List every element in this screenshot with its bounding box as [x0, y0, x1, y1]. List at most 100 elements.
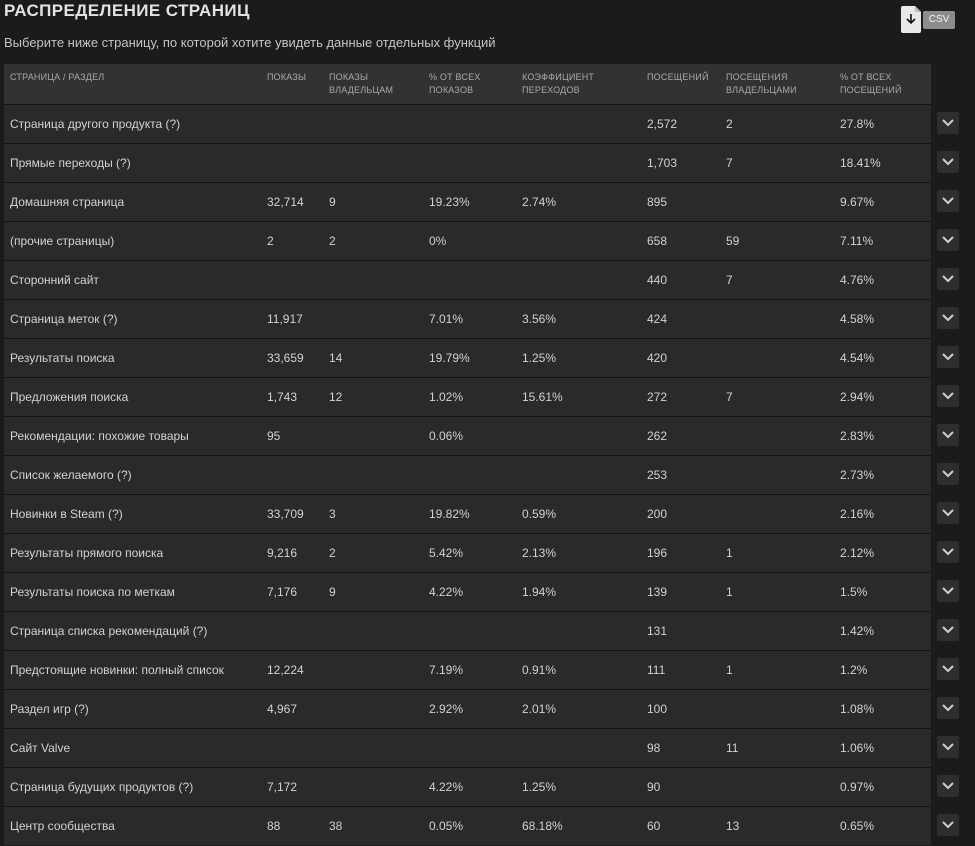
table-row[interactable]: Сайт Valve 98 11 1.06%: [4, 728, 959, 767]
chevron-down-icon[interactable]: [937, 112, 959, 134]
chevron-down-icon[interactable]: [937, 463, 959, 485]
cell-impressions: 95: [267, 429, 281, 443]
column-header-owner-impressions[interactable]: ПОКАЗЫ ВЛАДЕЛЬЦАМ: [329, 72, 394, 95]
cell-visits-percent: 1.5%: [840, 585, 868, 599]
cell-impressions-percent: 7.19%: [429, 663, 464, 677]
cell-click-rate: 2.13%: [522, 546, 557, 560]
table-row[interactable]: Страница другого продукта (?) 2,572 2 27.8%: [4, 104, 959, 143]
column-header-visits-percent[interactable]: % ОТ ВСЕХ ПОСЕЩЕНИЙ: [840, 72, 902, 95]
table-row[interactable]: Результаты поиска по меткам 7,176 9 4.22% 1.…: [4, 572, 959, 611]
table-row[interactable]: Центр сообщества 88 38 0.05% 68.18% 60 13 0.65%: [4, 806, 959, 845]
cell-visits-percent: 4.58%: [840, 312, 875, 326]
cell-click-rate: 68.18%: [522, 819, 563, 833]
cell-click-rate: 1.25%: [522, 351, 557, 365]
cell-owner-impressions: 9: [329, 195, 336, 209]
cell-click-rate: 2.01%: [522, 702, 557, 716]
chevron-down-icon[interactable]: [937, 502, 959, 524]
chevron-down-icon[interactable]: [937, 229, 959, 251]
chevron-down-icon[interactable]: [937, 541, 959, 563]
column-header-click-rate[interactable]: КОЭФФИЦИЕНТ ПЕРЕХОДОВ: [522, 72, 595, 95]
cell-visits: 111: [647, 663, 666, 677]
cell-owner-visits: 7: [726, 390, 733, 404]
cell-visits: 100: [647, 702, 668, 716]
chevron-down-icon[interactable]: [937, 814, 959, 836]
cell-page-name: Страница другого продукта (?): [10, 117, 181, 131]
cell-impressions-percent: 4.22%: [429, 780, 464, 794]
chevron-down-icon[interactable]: [937, 307, 959, 329]
chevron-down-icon[interactable]: [937, 346, 959, 368]
table-row[interactable]: Результаты поиска 33,659 14 19.79% 1.25% 420 4…: [4, 338, 959, 377]
chevron-down-icon[interactable]: [937, 190, 959, 212]
column-header-impressions-percent[interactable]: % ОТ ВСЕХ ПОКАЗОВ: [429, 72, 481, 95]
download-file-icon: [901, 6, 921, 33]
cell-visits: 2,572: [647, 117, 678, 131]
column-header-impressions[interactable]: ПОКАЗЫ: [267, 72, 307, 82]
cell-page-name: Сайт Valve: [10, 741, 71, 755]
column-header-visits[interactable]: ПОСЕЩЕНИЙ: [647, 72, 709, 82]
chevron-down-icon[interactable]: [937, 580, 959, 602]
table-row[interactable]: Рекомендации: похожие товары 95 0.06% 262 2.…: [4, 416, 959, 455]
chevron-down-icon[interactable]: [937, 775, 959, 797]
cell-impressions: 33,659: [267, 351, 304, 365]
table-row[interactable]: Страница меток (?) 11,917 7.01% 3.56% 424 4.5…: [4, 299, 959, 338]
cell-click-rate: 0.59%: [522, 507, 557, 521]
chevron-down-icon[interactable]: [937, 736, 959, 758]
cell-visits: 200: [647, 507, 668, 521]
cell-owner-impressions: 2: [329, 546, 336, 560]
cell-owner-visits: 59: [726, 234, 740, 248]
table-row[interactable]: (прочие страницы) 2 2 0% 658 59 7.11%: [4, 221, 959, 260]
cell-click-rate: 0.91%: [522, 663, 557, 677]
table-row[interactable]: Сторонний сайт 440 7 4.76%: [4, 260, 959, 299]
cell-click-rate: 3.56%: [522, 312, 557, 326]
cell-page-name: Новинки в Steam (?): [10, 507, 123, 521]
chevron-down-icon[interactable]: [937, 619, 959, 641]
cell-page-name: Предстоящие новинки: полный список: [10, 663, 224, 677]
cell-visits: 272: [647, 390, 668, 404]
csv-download-button[interactable]: CSV: [901, 6, 955, 34]
chevron-down-icon[interactable]: [937, 424, 959, 446]
table-row[interactable]: Прямые переходы (?) 1,703 7 18.41%: [4, 143, 959, 182]
cell-visits: 98: [647, 741, 661, 755]
table-row[interactable]: Страница будущих продуктов (?) 7,172 4.22%…: [4, 767, 959, 806]
table-row[interactable]: Результаты прямого поиска 9,216 2 5.42% 2.13…: [4, 533, 959, 572]
page-subtitle: Выберите ниже страницу, по которой хотит…: [4, 35, 496, 50]
cell-impressions: 88: [267, 819, 281, 833]
cell-owner-visits: 13: [726, 819, 740, 833]
table-row[interactable]: Раздел игр (?) 4,967 2.92% 2.01% 100 1.08%: [4, 689, 959, 728]
table-row[interactable]: Новинки в Steam (?) 33,709 3 19.82% 0.59% 200…: [4, 494, 959, 533]
cell-visits: 658: [647, 234, 668, 248]
chevron-down-icon[interactable]: [937, 385, 959, 407]
chevron-down-icon[interactable]: [937, 697, 959, 719]
table-row[interactable]: Предстоящие новинки: полный список 12,224…: [4, 650, 959, 689]
cell-visits: 139: [647, 585, 668, 599]
cell-impressions-percent: 7.01%: [429, 312, 464, 326]
chevron-down-icon[interactable]: [937, 268, 959, 290]
cell-impressions: 32,714: [267, 195, 304, 209]
table-row[interactable]: Список желаемого (?) 253 2.73%: [4, 455, 959, 494]
chevron-down-icon[interactable]: [937, 658, 959, 680]
cell-owner-impressions: 2: [329, 234, 336, 248]
cell-impressions: 11,917: [267, 312, 303, 326]
csv-label: CSV: [923, 11, 955, 29]
cell-page-name: (прочие страницы): [10, 234, 115, 248]
cell-impressions-percent: 19.23%: [429, 195, 470, 209]
table-row[interactable]: Страница списка рекомендаций (?) 131 1.42%: [4, 611, 959, 650]
column-header-owner-visits[interactable]: ПОСЕЩЕНИЯ ВЛАДЕЛЬЦАМИ: [726, 72, 797, 95]
chevron-down-icon[interactable]: [937, 151, 959, 173]
cell-impressions: 9,216: [267, 546, 298, 560]
cell-impressions: 2: [267, 234, 274, 248]
cell-impressions-percent: 19.79%: [429, 351, 470, 365]
table-row[interactable]: Предложения поиска 1,743 12 1.02% 15.61% 272 7…: [4, 377, 959, 416]
cell-owner-visits: 7: [726, 156, 733, 170]
column-header-page[interactable]: СТРАНИЦА / РАЗДЕЛ: [10, 72, 105, 82]
cell-click-rate: 1.25%: [522, 780, 557, 794]
cell-visits: 420: [647, 351, 668, 365]
cell-visits: 60: [647, 819, 661, 833]
cell-page-name: Страница будущих продуктов (?): [10, 780, 194, 794]
cell-visits-percent: 1.42%: [840, 624, 875, 638]
cell-visits: 1,703: [647, 156, 678, 170]
cell-impressions: 1,743: [267, 390, 298, 404]
cell-visits-percent: 2.73%: [840, 468, 875, 482]
table-row[interactable]: Домашняя страница 32,714 9 19.23% 2.74% 895 9.…: [4, 182, 959, 221]
cell-impressions: 4,967: [267, 702, 298, 716]
